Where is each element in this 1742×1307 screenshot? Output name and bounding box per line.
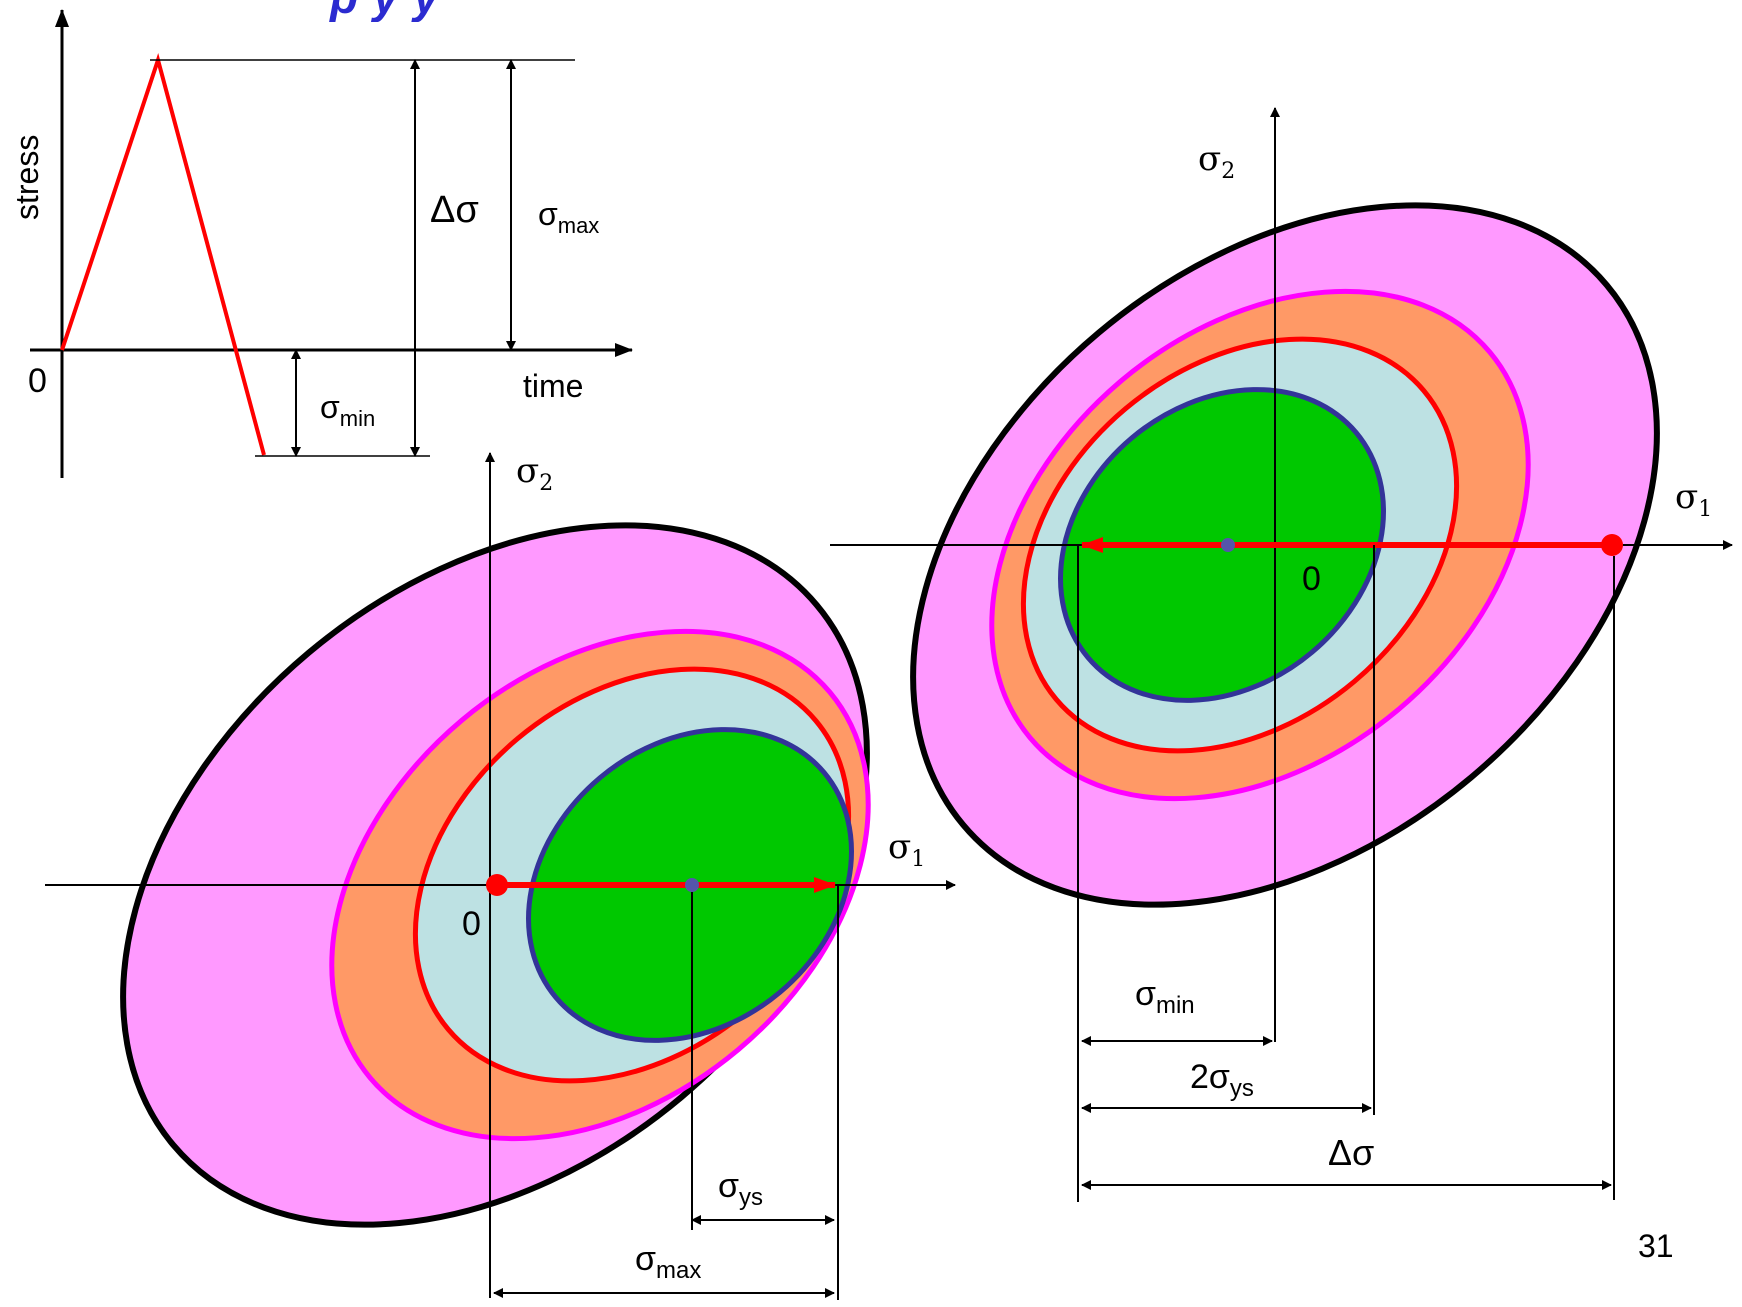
center-point	[685, 878, 699, 892]
sigma2-label: σ2	[516, 451, 553, 496]
delta-sigma-label: Δσ	[1328, 1132, 1374, 1173]
delta-sigma-label: Δσ	[430, 189, 479, 231]
origin-label: 0	[462, 905, 481, 943]
right-yield-diagram: σ1 σ2 0 σmin 2σys Δσ	[830, 107, 1733, 1202]
time-axis-label: time	[523, 368, 583, 404]
page-number: 31	[1638, 1228, 1674, 1264]
sigma-min-label: σmin	[1135, 975, 1195, 1019]
center-point	[1221, 538, 1235, 552]
sigma-max-label: σmax	[538, 196, 599, 238]
stress-axis-label: stress	[9, 135, 45, 220]
stress-cycle-line	[60, 53, 266, 456]
origin-label: 0	[1302, 560, 1321, 598]
sigma1-label: σ1	[1675, 477, 1712, 522]
sigma-min-label: σmin	[320, 389, 375, 431]
two-sigma-ys-label: 2σys	[1190, 1058, 1254, 1102]
left-yield-diagram: σ1 σ2 0 σys σmax	[45, 451, 956, 1300]
sigma-max-label: σmax	[635, 1240, 701, 1284]
sigma2-label: σ2	[1198, 139, 1235, 184]
start-point	[1601, 534, 1623, 556]
start-point	[486, 874, 508, 896]
sigma1-label: σ1	[888, 827, 925, 872]
stress-time-plot: stress time 0 Δσ σmax σmin	[9, 9, 633, 478]
sigma-ys-label: σys	[718, 1167, 763, 1211]
origin-label: 0	[28, 362, 47, 400]
